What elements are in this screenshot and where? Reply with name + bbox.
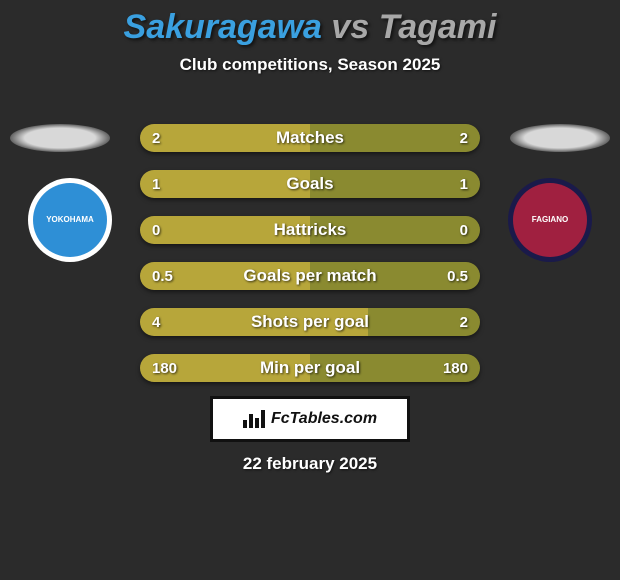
page-title: Sakuragawa vs Tagami bbox=[0, 0, 620, 47]
badge-shadow-right bbox=[510, 124, 610, 152]
stat-bar-right bbox=[310, 170, 480, 198]
stat-value-right: 0 bbox=[460, 216, 468, 244]
badge-shadow-left bbox=[10, 124, 110, 152]
stat-row: Matches22 bbox=[140, 124, 480, 152]
stat-row: Goals11 bbox=[140, 170, 480, 198]
brand-box: FcTables.com bbox=[210, 396, 410, 442]
stat-value-left: 1 bbox=[152, 170, 160, 198]
stat-bar-right bbox=[310, 124, 480, 152]
stat-row: Min per goal180180 bbox=[140, 354, 480, 382]
stat-value-left: 0 bbox=[152, 216, 160, 244]
footer-date: 22 february 2025 bbox=[0, 454, 620, 474]
stats-rows: Matches22Goals11Hattricks00Goals per mat… bbox=[140, 124, 480, 400]
stat-bar-left bbox=[140, 308, 368, 336]
title-vs: vs bbox=[322, 8, 379, 46]
stat-bar-right bbox=[310, 216, 480, 244]
stat-bar-left bbox=[140, 124, 310, 152]
stat-row: Shots per goal42 bbox=[140, 308, 480, 336]
stat-bar-left bbox=[140, 216, 310, 244]
stat-value-left: 2 bbox=[152, 124, 160, 152]
stat-row: Hattricks00 bbox=[140, 216, 480, 244]
stat-row: Goals per match0.50.5 bbox=[140, 262, 480, 290]
brand-text: FcTables.com bbox=[271, 410, 377, 428]
stat-value-right: 0.5 bbox=[447, 262, 468, 290]
stat-value-left: 180 bbox=[152, 354, 177, 382]
stat-value-left: 4 bbox=[152, 308, 160, 336]
title-right-name: Tagami bbox=[379, 8, 497, 46]
team-badge-right-label: FAGIANO bbox=[513, 183, 587, 257]
title-left-name: Sakuragawa bbox=[124, 8, 322, 46]
stat-value-right: 2 bbox=[460, 308, 468, 336]
team-badge-left-label: YOKOHAMA bbox=[33, 183, 107, 257]
bar-chart-icon bbox=[243, 410, 265, 428]
stat-bar-left bbox=[140, 170, 310, 198]
stat-value-left: 0.5 bbox=[152, 262, 173, 290]
team-badge-left: YOKOHAMA bbox=[28, 178, 112, 262]
team-badge-right: FAGIANO bbox=[508, 178, 592, 262]
stat-value-right: 180 bbox=[443, 354, 468, 382]
subtitle: Club competitions, Season 2025 bbox=[0, 55, 620, 75]
stat-value-right: 2 bbox=[460, 124, 468, 152]
stat-value-right: 1 bbox=[460, 170, 468, 198]
